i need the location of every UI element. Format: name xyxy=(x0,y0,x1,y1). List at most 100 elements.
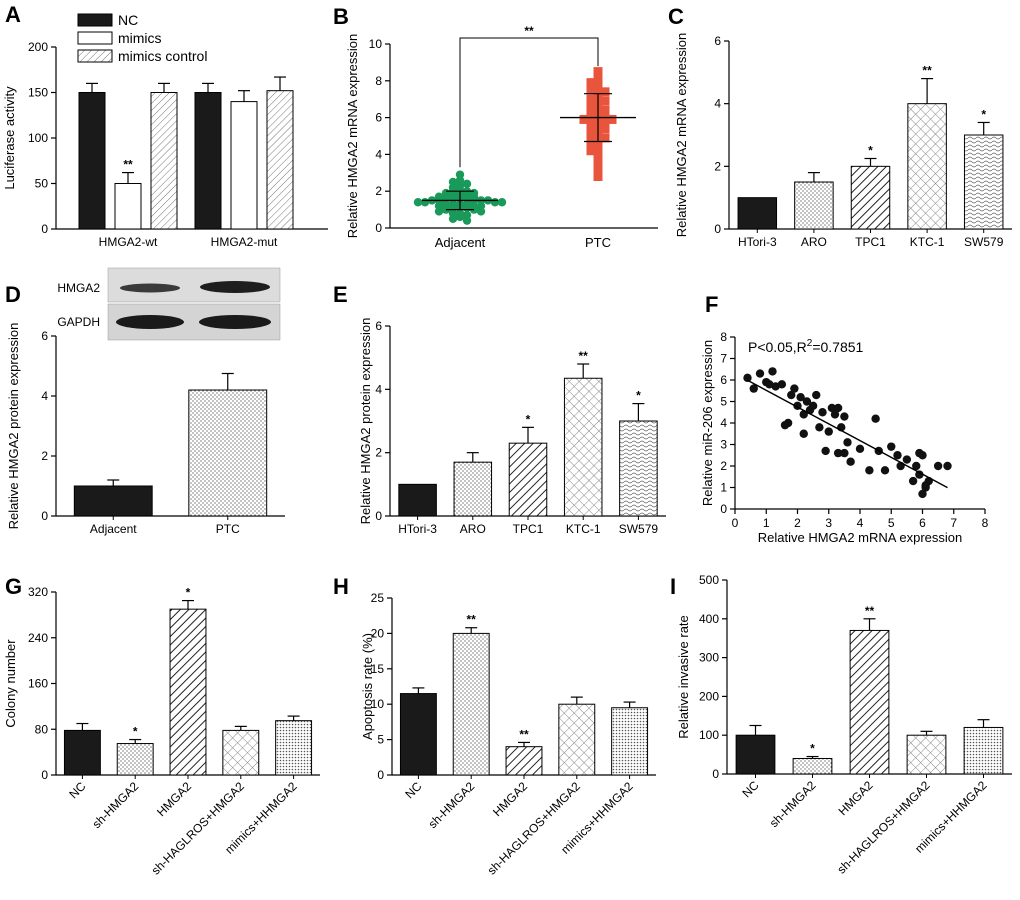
panel-c-bar xyxy=(963,134,1004,230)
panel-a-legend-swatch xyxy=(77,31,113,45)
panel-f-annotation-value: =0.7851 xyxy=(812,339,863,355)
panel-b-y-tick-label: 6 xyxy=(375,111,382,125)
panel-h-y-axis-label: Apoptosis rate (%) xyxy=(360,633,375,740)
panel-d-x-tick-label: Adjacent xyxy=(90,522,137,536)
panel-i-x-tick-label: HMGA2 xyxy=(836,778,876,818)
panel-e-y-tick-label: 0 xyxy=(375,509,382,523)
panel-b-data-point-ptc xyxy=(600,87,610,97)
panel-f-data-point xyxy=(840,448,849,458)
panel-letter-g: G xyxy=(5,574,22,599)
panel-a-legend-label: mimics xyxy=(118,30,162,46)
panel-f-data-point xyxy=(749,384,758,393)
panel-g-x-tick-label: NC xyxy=(66,779,88,801)
panel-i-y-tick-label: 100 xyxy=(699,728,719,742)
panel-i-y-tick-label: 0 xyxy=(712,767,719,781)
panel-f-data-point xyxy=(843,438,852,447)
panel-h-bar xyxy=(611,707,649,776)
panel-a-legend-label: mimics control xyxy=(118,48,207,64)
panel-f-data-point xyxy=(918,451,927,460)
panel-b-y-tick-label: 10 xyxy=(369,37,383,51)
panel-i-bar xyxy=(849,629,890,775)
panel-e-x-tick-label: HTori-3 xyxy=(398,522,437,536)
panel-b-data-point-ptc xyxy=(586,146,596,156)
panel-h-bar xyxy=(558,703,596,776)
panel-b-data-point-ptc xyxy=(579,114,589,124)
panel-h-y-tick-label: 5 xyxy=(377,733,384,747)
panel-f-data-point xyxy=(790,384,799,393)
panel-f-x-tick-label: 8 xyxy=(982,516,989,530)
panel-b-y-axis-label: Relative HMGA2 mRNA expression xyxy=(345,34,360,238)
panel-d-y-tick-label: 6 xyxy=(41,329,48,343)
panel-h-bar xyxy=(505,746,543,776)
panel-c-y-axis-label: Relative HMGA2 mRNA expression xyxy=(674,33,689,237)
panel-f-data-point xyxy=(833,448,843,458)
panel-c-x-tick-label: TPC1 xyxy=(855,235,886,249)
panel-b-significance-star: ** xyxy=(524,24,534,38)
panel-f-data-point xyxy=(918,489,927,499)
panel-letter-h: H xyxy=(333,574,349,599)
panel-f-data-point xyxy=(893,451,902,460)
panel-b-data-point-ptc xyxy=(600,118,610,128)
panel-f-x-axis-label: Relative HMGA2 mRNA expression xyxy=(758,530,962,545)
panel-g-y-tick-label: 0 xyxy=(41,768,48,782)
panel-i-y-axis-label: Relative invasive rate xyxy=(676,615,691,739)
panel-b-data-point-adjacent xyxy=(434,207,444,216)
panel-g-y-axis-label: Colony number xyxy=(3,639,18,728)
panel-c-y-tick-label: 2 xyxy=(714,159,721,173)
panel-b-data-point-ptc xyxy=(586,122,596,132)
panel-b-data-point-ptc xyxy=(586,107,596,117)
panel-d-bar xyxy=(188,389,268,517)
panel-b-data-point-adjacent xyxy=(462,179,472,189)
panel-h-y-tick-label: 10 xyxy=(371,697,385,711)
panel-d-y-tick-label: 4 xyxy=(41,389,48,403)
panel-b-data-point-adjacent xyxy=(413,198,423,207)
panel-a-y-tick-label: 0 xyxy=(41,222,48,236)
panel-b-data-point-ptc xyxy=(593,157,603,167)
panel-e-y-axis-label: Relative HMGA2 protein expression xyxy=(358,318,373,525)
panel-b-x-tick-label: Adjacent xyxy=(435,235,486,250)
panel-f-data-point xyxy=(787,390,796,400)
panel-f-y-tick-label: 5 xyxy=(720,395,727,409)
panel-h-x-tick-label: sh-HAGLROS+HMGA2 xyxy=(485,779,584,878)
panel-f-data-point xyxy=(796,393,805,402)
panel-f-data-point xyxy=(933,461,943,471)
panel-a-x-tick-label: HMGA2-wt xyxy=(99,235,158,249)
panel-f-data-point xyxy=(777,380,787,389)
panel-f-y-tick-label: 6 xyxy=(720,373,727,387)
panel-letter-c: C xyxy=(668,4,684,29)
panel-e-bar xyxy=(508,442,548,517)
panel-b-y-tick-label: 0 xyxy=(375,221,382,235)
panel-f-data-point xyxy=(812,390,821,400)
panel-f-y-tick-label: 8 xyxy=(720,330,727,344)
panel-c-x-tick-label: SW579 xyxy=(964,235,1004,249)
panel-f-data-point xyxy=(821,446,830,456)
panel-b-data-point-ptc xyxy=(593,144,603,154)
panel-c-significance-star: * xyxy=(868,144,873,158)
panel-f-data-point xyxy=(887,442,896,451)
panel-e-x-tick-label: KTC-1 xyxy=(566,522,601,536)
western-blot-inset xyxy=(107,267,281,341)
panel-h-significance-star: ** xyxy=(519,727,529,741)
panel-g-bar xyxy=(116,743,154,776)
panel-f-annotation-sup: 2 xyxy=(807,338,813,349)
panel-b-data-point-ptc xyxy=(586,140,596,150)
panel-f-data-point xyxy=(915,470,924,479)
panel-h-y-tick-label: 15 xyxy=(371,662,385,676)
panel-e-significance-star: * xyxy=(636,389,641,403)
panel-c-x-tick-label: KTC-1 xyxy=(910,235,945,249)
panel-b-data-point-ptc xyxy=(593,70,603,80)
panel-h-x-tick-label: sh-HMGA2 xyxy=(425,779,477,831)
panel-c-significance-star: ** xyxy=(922,64,932,78)
panel-f-data-point xyxy=(824,427,833,436)
panel-f-data-point xyxy=(871,414,880,423)
panel-e-y-tick-label: 4 xyxy=(375,382,382,396)
panel-b-data-point-ptc xyxy=(593,76,603,86)
panel-f-data-point xyxy=(865,466,874,475)
panel-i-bar xyxy=(906,734,947,775)
panel-g-x-tick-label: sh-HAGLROS+HMGA2 xyxy=(149,779,248,878)
panel-g-y-tick-label: 80 xyxy=(35,722,49,736)
panel-f-regression-line xyxy=(747,379,948,489)
panel-g-x-tick-label: sh-HMGA2 xyxy=(89,779,141,831)
panel-i-y-tick-label: 200 xyxy=(699,689,719,703)
